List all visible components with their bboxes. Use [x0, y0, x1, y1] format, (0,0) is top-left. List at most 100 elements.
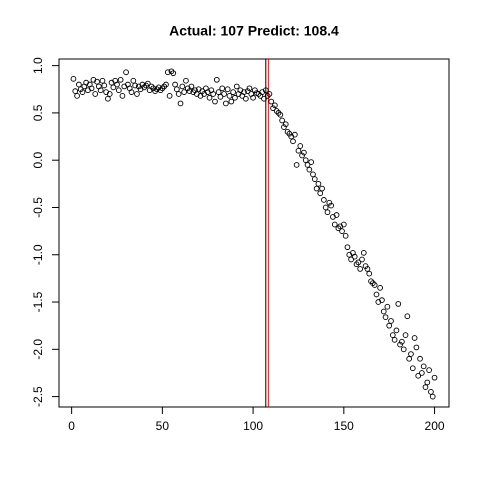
point	[377, 284, 383, 291]
point	[130, 77, 137, 84]
point	[379, 297, 385, 303]
point	[186, 88, 193, 95]
point	[226, 93, 233, 99]
point	[419, 370, 425, 376]
point	[275, 110, 282, 116]
point	[230, 89, 236, 95]
point	[152, 88, 158, 95]
point	[355, 259, 362, 266]
point	[340, 221, 347, 228]
point	[297, 143, 304, 149]
point	[299, 152, 305, 159]
point	[215, 89, 222, 95]
point	[150, 85, 157, 92]
point	[141, 84, 148, 91]
point	[429, 393, 436, 400]
point	[94, 78, 100, 85]
point	[406, 355, 413, 362]
y-tick-label: 0.5	[31, 104, 45, 121]
point	[143, 82, 149, 89]
point	[183, 77, 189, 84]
point	[348, 256, 354, 263]
point	[228, 98, 235, 105]
y-tick-label: -2.5	[31, 386, 45, 407]
point	[351, 253, 358, 260]
plot-box	[58, 58, 450, 408]
point	[362, 263, 369, 269]
point	[144, 80, 151, 87]
point	[210, 91, 217, 97]
point	[115, 87, 122, 94]
x-tick-label: 50	[156, 419, 170, 433]
point	[163, 81, 169, 88]
y-tick-label: -1.0	[31, 244, 45, 265]
point	[181, 89, 187, 95]
point	[364, 266, 371, 272]
point	[291, 131, 298, 138]
point	[301, 149, 307, 156]
point	[413, 344, 420, 351]
point	[339, 228, 345, 234]
point	[284, 128, 291, 135]
point	[333, 212, 340, 218]
point	[177, 100, 184, 107]
point	[92, 91, 99, 97]
point	[404, 313, 411, 320]
point	[110, 84, 117, 91]
x-tick-label: 200	[425, 419, 445, 433]
point	[179, 83, 186, 90]
point	[99, 77, 106, 84]
point	[370, 280, 376, 286]
point	[321, 197, 327, 203]
point	[273, 108, 280, 114]
point	[415, 372, 422, 379]
point	[304, 162, 311, 168]
point	[166, 93, 173, 99]
point	[261, 95, 267, 102]
point	[344, 244, 351, 251]
point	[400, 346, 407, 353]
point	[72, 88, 79, 95]
point	[311, 176, 318, 182]
point	[384, 303, 391, 310]
point	[295, 147, 302, 154]
point	[279, 117, 285, 124]
x-tick-label: 100	[243, 419, 263, 433]
point	[175, 91, 182, 97]
point	[76, 81, 82, 88]
point	[310, 171, 316, 178]
x-tick-label: 0	[68, 419, 75, 433]
point	[417, 355, 423, 362]
point	[170, 70, 177, 77]
point	[408, 351, 414, 357]
point	[282, 121, 289, 128]
point	[252, 87, 258, 94]
point	[388, 318, 394, 324]
point	[266, 91, 273, 97]
point	[393, 327, 400, 334]
point	[328, 202, 334, 209]
point	[391, 337, 398, 343]
point	[386, 322, 393, 329]
point	[313, 185, 320, 192]
point	[233, 83, 240, 90]
point	[342, 232, 349, 239]
point	[219, 85, 226, 92]
y-tick-label: 0.0	[31, 152, 45, 169]
point	[117, 76, 124, 83]
point	[74, 93, 80, 99]
point	[371, 282, 378, 288]
point	[223, 100, 229, 107]
point	[105, 95, 111, 102]
point	[428, 389, 434, 395]
point	[308, 159, 315, 165]
point	[161, 83, 168, 90]
point	[402, 332, 409, 338]
point	[123, 69, 129, 76]
point	[359, 256, 365, 263]
point	[368, 278, 374, 285]
point	[422, 384, 429, 390]
point	[199, 88, 206, 95]
point	[319, 185, 325, 192]
